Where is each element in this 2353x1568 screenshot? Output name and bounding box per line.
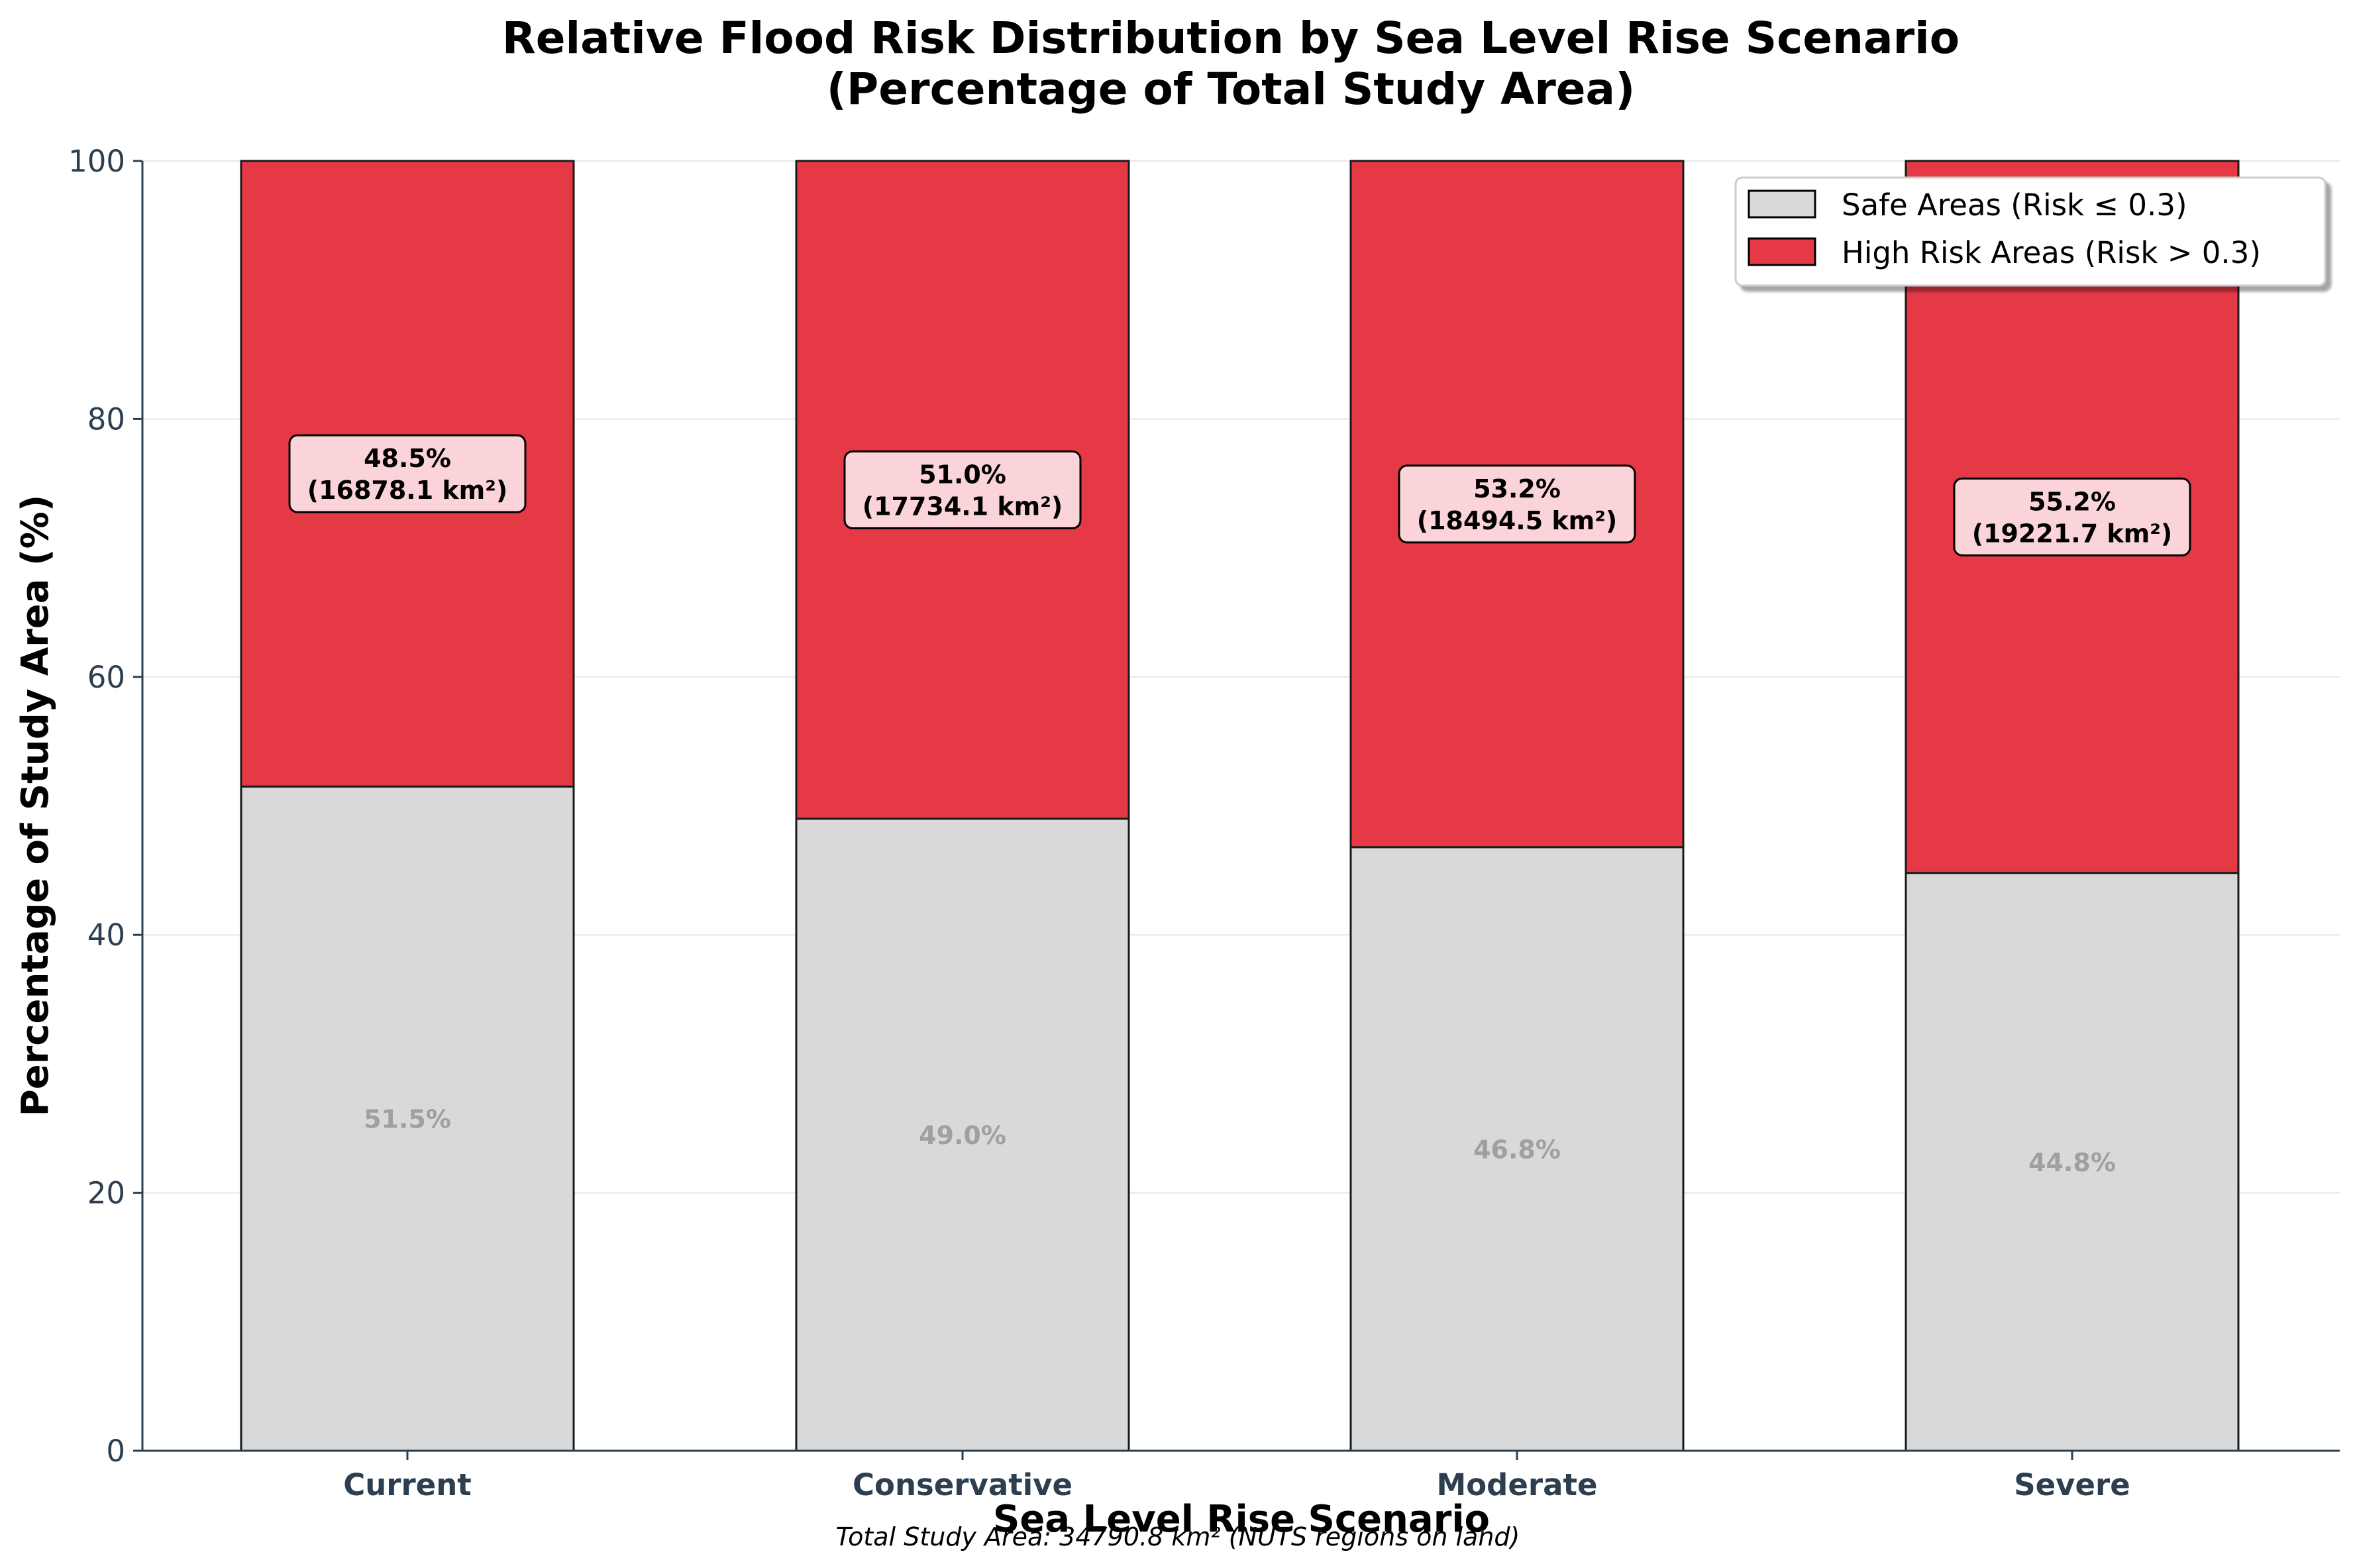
high-risk-label-box bbox=[843, 450, 1082, 529]
high-risk-area-label: (17734.1 km²) bbox=[863, 492, 1063, 521]
y-tick-label: 40 bbox=[87, 917, 125, 953]
y-tick-label: 100 bbox=[68, 144, 125, 179]
high-risk-label-box bbox=[1398, 464, 1636, 544]
chart-title-line-1: Relative Flood Risk Distribution by Sea … bbox=[502, 13, 1960, 64]
high-risk-area-label: (16878.1 km²) bbox=[307, 476, 508, 505]
legend-box bbox=[1734, 176, 2327, 287]
safe-value-label: 46.8% bbox=[1473, 1135, 1561, 1164]
x-tick-label-current: Current bbox=[343, 1467, 472, 1502]
legend: Safe Areas (Risk ≤ 0.3) High Risk Areas … bbox=[1734, 176, 2327, 287]
high-risk-percent-label: 55.2% bbox=[2028, 487, 2116, 516]
y-axis-label: Percentage of Study Area (%) bbox=[14, 495, 57, 1117]
legend-swatch-high-risk bbox=[1748, 237, 1816, 266]
high-risk-percent-label: 51.0% bbox=[919, 460, 1006, 489]
bar-series bbox=[240, 160, 2240, 1452]
x-tick-label-moderate: Moderate bbox=[1436, 1467, 1597, 1502]
legend-label-high-risk: High Risk Areas (Risk > 0.3) bbox=[1842, 235, 2261, 270]
y-tick-label: 60 bbox=[87, 660, 125, 695]
legend-label-safe: Safe Areas (Risk ≤ 0.3) bbox=[1842, 187, 2187, 223]
bar-safe-conservative bbox=[795, 817, 1130, 1452]
high-risk-percent-label: 48.5% bbox=[364, 444, 451, 473]
legend-swatch-safe bbox=[1748, 189, 1816, 219]
chart-title-line-2: (Percentage of Total Study Area) bbox=[827, 64, 1636, 115]
high-risk-label-box bbox=[288, 434, 527, 513]
bar-safe-moderate bbox=[1349, 846, 1685, 1452]
bar-safe-severe bbox=[1905, 872, 2240, 1452]
total-area-footnote: Total Study Area: 34790.8 km² (NUTS regi… bbox=[836, 1522, 1520, 1551]
safe-value-label: 49.0% bbox=[919, 1121, 1006, 1150]
y-tick-label: 80 bbox=[87, 401, 125, 437]
high-risk-label-box bbox=[1953, 477, 2191, 556]
x-axis-ticks: Current Conservative Moderate Severe bbox=[343, 1451, 2130, 1502]
y-tick-label: 20 bbox=[87, 1176, 125, 1211]
y-tick-label: 0 bbox=[106, 1434, 125, 1469]
x-tick-label-conservative: Conservative bbox=[853, 1467, 1072, 1502]
high-risk-area-label: (18494.5 km²) bbox=[1417, 506, 1618, 535]
high-risk-percent-label: 53.2% bbox=[1473, 474, 1561, 503]
safe-value-label: 44.8% bbox=[2028, 1148, 2116, 1177]
bar-safe-current bbox=[240, 785, 575, 1452]
y-axis-ticks: 0 20 40 60 80 100 bbox=[68, 144, 142, 1469]
safe-value-label: 51.5% bbox=[364, 1105, 451, 1134]
x-tick-label-severe: Severe bbox=[2014, 1467, 2130, 1502]
high-risk-area-label: (19221.7 km²) bbox=[1972, 519, 2173, 548]
data-labels: 51.5% 48.5% (16878.1 km²) 49.0% 51.0% (17734.… bbox=[288, 434, 2191, 1177]
x-axis-label: Sea Level Rise Scenario bbox=[993, 1498, 1490, 1541]
